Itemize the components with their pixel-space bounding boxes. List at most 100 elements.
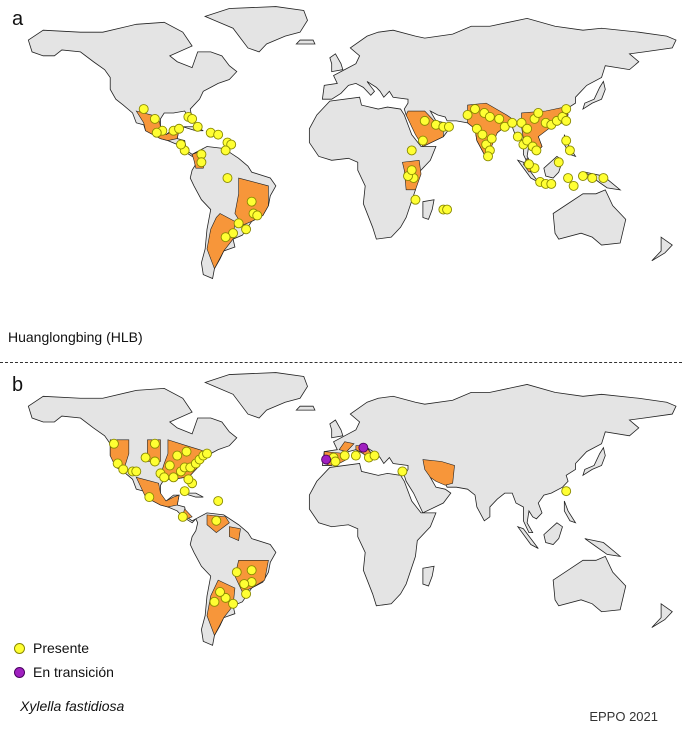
present-point	[443, 121, 454, 132]
panel-xylella-map: b	[0, 366, 682, 729]
landmass-eurasia	[321, 384, 677, 534]
landmass-eurasia	[321, 17, 677, 167]
infected-region	[422, 459, 455, 486]
present-point	[553, 157, 564, 168]
infected-region	[229, 526, 241, 541]
present-point	[546, 178, 557, 189]
present-point	[339, 450, 350, 461]
panel-letter-a: a	[12, 8, 24, 30]
infected-region	[234, 560, 269, 593]
present-point	[108, 438, 119, 449]
transition-marker-icon	[14, 666, 25, 678]
present-point	[477, 129, 488, 140]
present-point	[561, 135, 572, 146]
present-point	[486, 133, 497, 144]
world-map-xylella	[27, 372, 677, 646]
present-point	[561, 104, 572, 114]
present-point	[233, 218, 244, 229]
infected-region	[135, 476, 180, 508]
present-point	[417, 135, 428, 146]
present-point	[241, 588, 252, 599]
present-point	[174, 123, 185, 134]
present-point	[531, 145, 542, 156]
landmass-madagascar	[422, 565, 435, 587]
present-point	[246, 196, 257, 207]
present-point	[568, 180, 579, 191]
present-point	[397, 466, 408, 477]
transition-point	[358, 442, 369, 453]
present-point	[187, 113, 198, 124]
legend-label-transition: En transición	[33, 664, 114, 680]
present-point	[239, 579, 250, 589]
present-point	[209, 596, 220, 607]
world-map-hlb	[27, 6, 677, 280]
landmass-australia	[552, 189, 627, 246]
present-point	[533, 108, 544, 118]
landmass-north-america	[27, 21, 238, 157]
transition-point	[321, 454, 332, 465]
present-marker-icon	[14, 642, 25, 654]
present-point	[484, 111, 495, 122]
present-point	[149, 456, 160, 467]
landmass-australia	[552, 555, 627, 613]
landmass-iceland	[295, 405, 316, 411]
landmass-japan	[582, 446, 606, 477]
present-point	[462, 110, 473, 120]
panel-letter-b: b	[12, 374, 24, 396]
present-point	[164, 460, 175, 471]
present-point	[226, 139, 237, 150]
present-point	[175, 139, 186, 150]
source-credit: EPPO 2021	[589, 709, 658, 724]
hlb-title: Huanglongbing (HLB)	[8, 329, 143, 345]
landmass-new-guinea	[584, 538, 622, 557]
present-point	[151, 127, 162, 138]
present-point	[330, 456, 341, 467]
present-point	[215, 586, 225, 597]
present-point	[220, 232, 231, 243]
present-point	[118, 464, 129, 475]
present-point	[140, 452, 151, 463]
infected-region	[338, 441, 355, 452]
present-point	[524, 159, 534, 170]
present-point	[512, 131, 523, 142]
present-point	[564, 145, 575, 156]
present-point	[138, 104, 149, 114]
present-point	[494, 113, 505, 124]
map-legend: Presente En transición	[14, 636, 114, 684]
present-point	[241, 224, 252, 235]
present-point	[561, 115, 572, 126]
present-point	[587, 173, 598, 183]
landmass-greenland	[203, 6, 308, 53]
present-point	[181, 446, 192, 457]
present-point	[406, 145, 417, 156]
present-point	[246, 565, 257, 576]
present-point	[213, 129, 224, 140]
present-point	[131, 466, 142, 477]
present-point	[222, 173, 233, 183]
present-point	[202, 448, 212, 459]
present-point	[522, 135, 533, 146]
present-point	[192, 121, 203, 132]
present-point	[483, 151, 493, 162]
present-point	[419, 115, 430, 126]
panel-hlb-map: a Huanglongbing (HLB)	[0, 0, 682, 362]
present-point	[211, 515, 222, 526]
present-point	[470, 104, 480, 114]
landmass-africa	[308, 463, 437, 607]
species-name: Xylella fastidiosa	[20, 698, 125, 714]
present-point	[369, 450, 380, 461]
present-point	[177, 511, 188, 522]
present-point	[561, 486, 572, 497]
infected-region	[405, 110, 444, 147]
present-point	[220, 592, 231, 603]
infected-region	[206, 213, 236, 270]
landmass-sumatra	[516, 525, 539, 549]
landmass-new-zealand	[651, 603, 673, 628]
present-point	[598, 173, 609, 183]
present-point	[196, 157, 207, 168]
present-point	[179, 486, 190, 497]
landmass-uk	[329, 419, 344, 439]
panel-divider	[0, 362, 682, 363]
landmass-philippines	[563, 500, 577, 524]
present-point	[516, 117, 527, 128]
